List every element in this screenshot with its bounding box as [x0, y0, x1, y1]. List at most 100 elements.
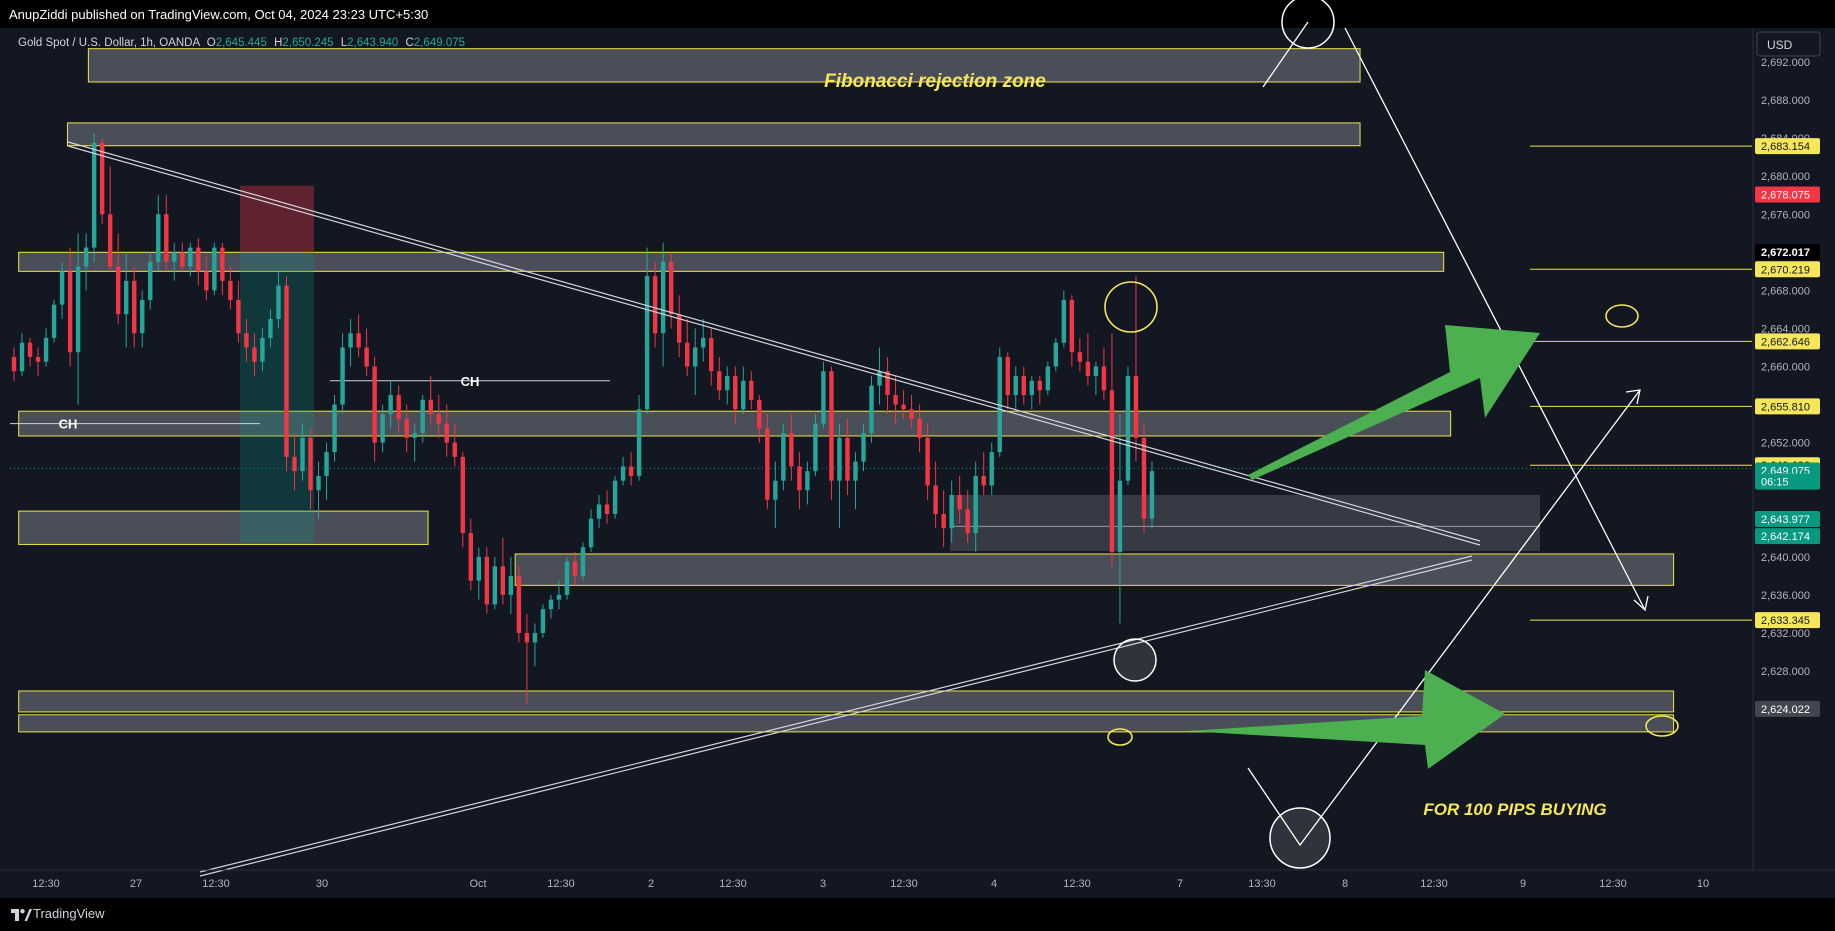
candle-body [877, 371, 882, 386]
candle-body [244, 333, 249, 348]
ch-mid-label: CH [461, 374, 480, 389]
candle-body [524, 632, 530, 643]
candle-body [540, 609, 546, 633]
currency-button[interactable] [1756, 31, 1821, 57]
candle-body [43, 337, 49, 362]
candle-body [292, 456, 297, 472]
candle-body [981, 475, 986, 486]
candle-body [781, 433, 786, 481]
candle-body [797, 466, 802, 491]
candle-body [148, 261, 153, 300]
candle-body [332, 404, 337, 453]
candle-body [765, 428, 770, 500]
y-tick: 2,668.000 [1761, 285, 1810, 297]
price-label-bg [1755, 473, 1820, 490]
candle-body [749, 380, 754, 400]
candle-body [164, 214, 169, 262]
legend-h-value: 2,650.245 [282, 37, 333, 49]
candle-body [67, 271, 73, 353]
candle-body [725, 376, 730, 391]
candle-body [308, 437, 313, 491]
candle-body [27, 342, 33, 357]
price-label-bg [1755, 700, 1820, 717]
candle-body [789, 433, 794, 467]
candle-body [188, 247, 193, 267]
y-tick: 2,688.000 [1761, 95, 1810, 107]
candle-body [676, 314, 682, 343]
candle-body [933, 485, 938, 514]
descending-trendline-b [67, 145, 1481, 546]
candle-body [837, 437, 842, 481]
candle-body [733, 376, 738, 410]
candle-body [99, 142, 105, 215]
time-axis[interactable]: 12:30 27 12:30 30 Oct 12:30 2 12:30 3 12:30 4 12:30… [0, 869, 1835, 890]
upper-resistance-zone [66, 122, 1361, 147]
price-label: 2,655.810 [1761, 401, 1810, 413]
x-tick: 12:30 [1063, 878, 1091, 890]
candle-body [156, 214, 161, 262]
candle-body [388, 395, 393, 415]
candle-body [1053, 342, 1059, 367]
y-tick: 2,676.000 [1761, 209, 1810, 221]
candle-body [1013, 376, 1018, 396]
candle-body [901, 404, 906, 410]
candle-body [845, 437, 850, 481]
candle-body [941, 513, 946, 529]
candle-body [19, 342, 25, 372]
candle-body [412, 433, 417, 438]
tradingview-logo-icon [11, 909, 32, 921]
price-label-bg [1755, 510, 1820, 527]
candle-body [773, 480, 778, 500]
candle-body [444, 423, 449, 443]
y-tick: 2,652.000 [1761, 438, 1810, 450]
candle-body [172, 252, 177, 262]
candle-body [364, 347, 369, 367]
x-tick: 12:30 [719, 878, 747, 890]
candle-body [949, 494, 954, 529]
candle-body [821, 371, 826, 424]
drawing-tools-layer: CH CH [10, 145, 1752, 621]
candle-body [1085, 361, 1091, 377]
legend-c-value: 2,649.075 [414, 37, 465, 49]
candle-body [260, 337, 265, 362]
x-tick: 27 [130, 878, 142, 890]
candle-body [909, 409, 914, 419]
candle-body [212, 247, 217, 291]
currency-label: USD [1767, 38, 1793, 52]
candle-body [340, 347, 345, 405]
candle-body [1117, 480, 1123, 553]
candle-body [1069, 299, 1075, 353]
legend-symbol: Gold Spot / U.S. Dollar, 1h, OANDA [18, 37, 200, 49]
price-axis[interactable]: USD 2,628.000 2,632.000 2,636.000 2,640.000… [1752, 28, 1835, 898]
candle-body [644, 276, 650, 410]
candle-body [356, 333, 361, 348]
descending-trendline-a [67, 141, 1481, 542]
candle-body [107, 214, 113, 267]
yellow-circle-target-high [1605, 304, 1639, 328]
candle-body [604, 504, 610, 514]
x-tick: 4 [991, 878, 997, 890]
legend-h-label: H [274, 37, 282, 49]
candle-body [997, 356, 1002, 453]
candle-body [59, 271, 65, 305]
overlay-layer [67, 0, 1679, 877]
candle-body [668, 261, 674, 315]
ch-zone-2654 [18, 410, 1452, 437]
candle-body [853, 461, 858, 481]
candle-body [925, 437, 930, 486]
candle-body [965, 509, 970, 534]
left-support-zone [18, 510, 429, 545]
price-label-bg [1755, 244, 1820, 261]
candle-body [284, 285, 289, 457]
ch-left-label: CH [59, 417, 78, 432]
candle-body [324, 452, 329, 476]
legend-line: Gold Spot / U.S. Dollar, 1h, OANDA O2,64… [18, 37, 465, 49]
chart-background [0, 28, 1835, 898]
candle-body [957, 494, 962, 510]
candle-body [484, 556, 490, 605]
circle-top [1281, 0, 1335, 49]
candle-body [893, 395, 898, 405]
x-tick: 10 [1697, 878, 1709, 890]
proj-arrowhead-down [1633, 595, 1649, 612]
